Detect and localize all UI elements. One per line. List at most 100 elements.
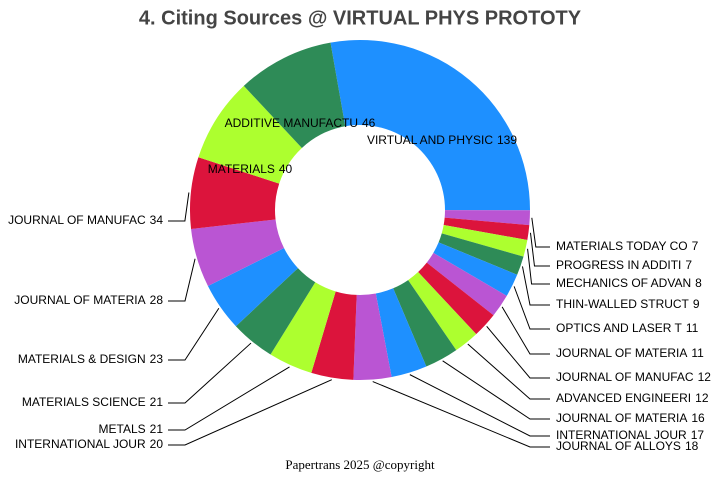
donut-slice xyxy=(433,242,518,296)
slice-label-name: JOURNAL OF MATERIA xyxy=(556,411,687,425)
slice-label-name: JOURNAL OF MATERIA xyxy=(556,346,687,360)
slice-label-name: VIRTUAL AND PHYSIC xyxy=(367,133,493,147)
donut-slice xyxy=(393,280,457,367)
donut-slice xyxy=(330,40,530,211)
donut-slice xyxy=(191,219,284,287)
slice-label-value: 18 xyxy=(685,439,699,453)
slice-label-value: 12 xyxy=(695,391,709,405)
leader-line xyxy=(527,248,550,285)
slice-label-name: JOURNAL OF MATERIA xyxy=(14,293,145,307)
slice-label-name: MATERIALS & DESIGN xyxy=(18,352,146,366)
slice-label: JOURNAL OF ALLOYS 18 xyxy=(556,439,699,453)
slice-label: MATERIALS SCIENCE 21 xyxy=(22,395,163,409)
slice-label-value: 20 xyxy=(150,437,164,451)
slice-label: ADVANCED ENGINEERI 12 xyxy=(556,391,709,405)
slice-label-name: ADDITIVE MANUFACTU xyxy=(225,116,358,130)
donut-slice xyxy=(444,210,530,226)
slice-label: INTERNATIONAL JOUR 17 xyxy=(556,428,704,442)
slice-label-name: MATERIALS SCIENCE xyxy=(22,395,146,409)
slice-label-value: 16 xyxy=(691,411,705,425)
slice-label: JOURNAL OF MATERIA 16 xyxy=(556,411,705,425)
slice-label-name: JOURNAL OF MANUFAC xyxy=(556,370,694,384)
donut-slice xyxy=(243,42,346,148)
donut-slice xyxy=(441,224,528,257)
slice-label: ADDITIVE MANUFACTU 46 xyxy=(225,116,376,130)
slice-label: MECHANICS OF ADVAN 8 xyxy=(556,276,702,290)
donut-slice xyxy=(207,248,298,327)
slice-label: JOURNAL OF MANUFAC 34 xyxy=(8,213,163,227)
donut-slice xyxy=(235,268,316,355)
slice-label: METALS 21 xyxy=(99,422,164,436)
slice-label: MATERIALS 40 xyxy=(208,162,293,176)
slice-label-name: INTERNATIONAL JOUR xyxy=(15,437,146,451)
leader-line xyxy=(501,306,550,355)
donut-slice xyxy=(408,272,477,351)
leader-line xyxy=(442,360,550,420)
slice-label-name: MATERIALS xyxy=(208,162,275,176)
slice-label: MATERIALS & DESIGN 23 xyxy=(18,352,163,366)
donut-slice xyxy=(375,288,427,378)
slice-label-name: JOURNAL OF MANUFAC xyxy=(8,213,146,227)
chart-title: 4. Citing Sources @ VIRTUAL PHYS PROTOTY xyxy=(139,7,582,29)
donut-slice xyxy=(438,233,524,275)
slice-label-value: 21 xyxy=(150,395,164,409)
slice-label-name: MATERIALS TODAY CO xyxy=(556,239,688,253)
slice-label-value: 23 xyxy=(150,352,164,366)
leader-line xyxy=(168,307,220,361)
donut-slice xyxy=(443,217,530,240)
slice-label: JOURNAL OF MANUFAC 12 xyxy=(556,370,711,384)
slice-label: MATERIALS TODAY CO 7 xyxy=(556,239,699,253)
slice-label-value: 8 xyxy=(695,276,702,290)
slice-label-value: 7 xyxy=(685,258,692,272)
donut-slice xyxy=(353,293,392,380)
leader-line xyxy=(409,374,550,437)
slice-label: PROGRESS IN ADDITI 7 xyxy=(556,258,692,272)
slice-label-value: 7 xyxy=(692,239,699,253)
leader-line xyxy=(168,366,290,431)
slice-label: INTERNATIONAL JOUR 20 xyxy=(15,437,163,451)
leader-line xyxy=(168,192,190,222)
donut-slice xyxy=(270,282,336,373)
slice-label-name: THIN-WALLED STRUCT xyxy=(556,297,690,311)
slice-label-value: 17 xyxy=(691,428,705,442)
leader-line xyxy=(486,326,550,379)
leader-line xyxy=(168,258,196,302)
slice-label-value: 40 xyxy=(279,162,293,176)
donut-slice xyxy=(198,85,302,184)
footer: Papertrans 2025 @copyright xyxy=(285,457,435,472)
slice-label-value: 34 xyxy=(150,213,164,227)
slice-label-value: 11 xyxy=(691,346,704,360)
slice-label-value: 9 xyxy=(693,297,700,311)
leader-line xyxy=(513,286,550,330)
slice-label-name: OPTICS AND LASER T xyxy=(556,321,682,335)
slice-label-value: 139 xyxy=(497,133,517,147)
slice-label-name: INTERNATIONAL JOUR xyxy=(556,428,687,442)
leader-line xyxy=(521,266,550,306)
slice-label-name: ADVANCED ENGINEERI xyxy=(556,391,691,405)
slice-label-value: 28 xyxy=(150,293,164,307)
leader-line xyxy=(168,342,252,404)
donut-slice xyxy=(426,252,507,316)
leader-line xyxy=(529,232,550,267)
slice-label-value: 12 xyxy=(698,370,712,384)
slice-label-value: 11 xyxy=(686,321,699,335)
slice-label-value: 21 xyxy=(150,422,164,436)
slice-label: OPTICS AND LASER T 11 xyxy=(556,321,699,335)
leader-line xyxy=(531,217,550,248)
leader-line xyxy=(467,343,550,400)
donut-slice xyxy=(311,291,357,380)
donut-slice xyxy=(418,262,494,335)
slice-label: VIRTUAL AND PHYSIC 139 xyxy=(367,133,517,147)
slice-label-name: PROGRESS IN ADDITI xyxy=(556,258,681,272)
slice-label: JOURNAL OF MATERIA 28 xyxy=(14,293,163,307)
leader-line xyxy=(168,379,332,446)
slice-label: THIN-WALLED STRUCT 9 xyxy=(556,297,700,311)
slice-label: JOURNAL OF MATERIA 11 xyxy=(556,346,704,360)
slice-label-value: 46 xyxy=(362,116,376,130)
slice-label-name: METALS xyxy=(99,422,146,436)
slice-label-name: JOURNAL OF ALLOYS xyxy=(556,439,681,453)
donut-slice xyxy=(190,157,280,229)
slice-label-name: MECHANICS OF ADVAN xyxy=(556,276,691,290)
leader-line xyxy=(372,381,550,448)
